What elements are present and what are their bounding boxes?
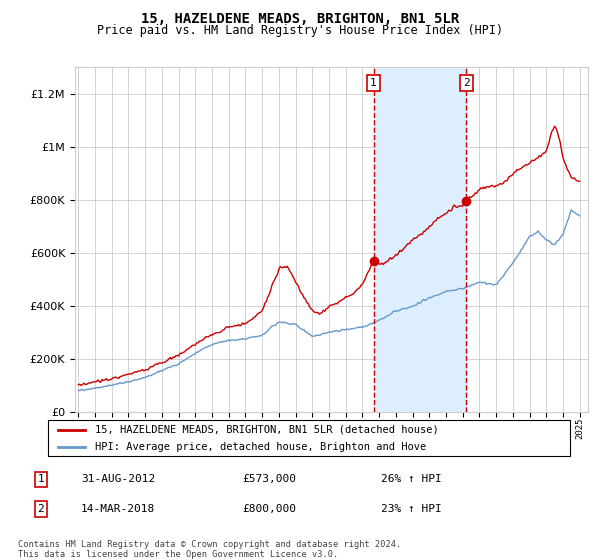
Text: 1: 1: [370, 78, 377, 88]
FancyBboxPatch shape: [48, 420, 570, 456]
Text: £573,000: £573,000: [242, 474, 296, 484]
Text: 2: 2: [463, 78, 470, 88]
Text: Contains HM Land Registry data © Crown copyright and database right 2024.
This d: Contains HM Land Registry data © Crown c…: [18, 540, 401, 559]
Text: Price paid vs. HM Land Registry's House Price Index (HPI): Price paid vs. HM Land Registry's House …: [97, 24, 503, 36]
Text: 23% ↑ HPI: 23% ↑ HPI: [380, 504, 442, 514]
Text: 14-MAR-2018: 14-MAR-2018: [81, 504, 155, 514]
Text: 26% ↑ HPI: 26% ↑ HPI: [380, 474, 442, 484]
Text: 15, HAZELDENE MEADS, BRIGHTON, BN1 5LR (detached house): 15, HAZELDENE MEADS, BRIGHTON, BN1 5LR (…: [95, 425, 439, 435]
Text: 2: 2: [37, 504, 44, 514]
Text: £800,000: £800,000: [242, 504, 296, 514]
Text: 31-AUG-2012: 31-AUG-2012: [81, 474, 155, 484]
Text: 15, HAZELDENE MEADS, BRIGHTON, BN1 5LR: 15, HAZELDENE MEADS, BRIGHTON, BN1 5LR: [141, 12, 459, 26]
Text: HPI: Average price, detached house, Brighton and Hove: HPI: Average price, detached house, Brig…: [95, 442, 426, 451]
Bar: [374, 67, 466, 412]
Text: 1: 1: [37, 474, 44, 484]
